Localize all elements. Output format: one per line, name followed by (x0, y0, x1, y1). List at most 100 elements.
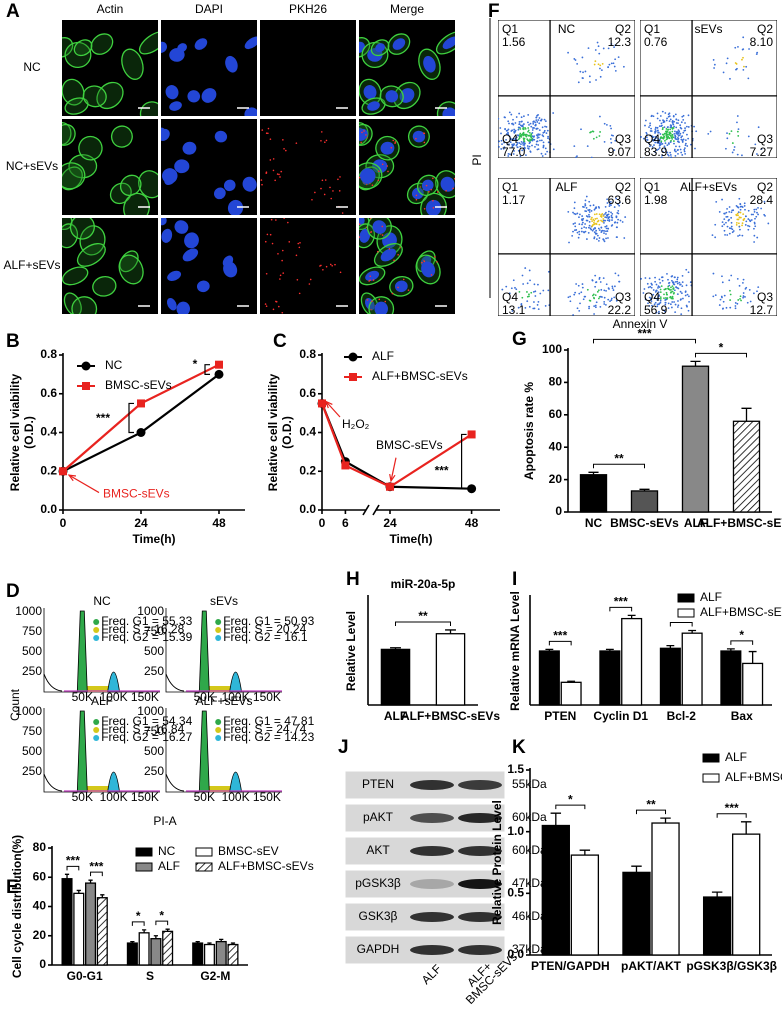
pkh26-dot (311, 198, 313, 201)
event-dot (663, 145, 666, 148)
event-dot (513, 150, 515, 152)
event-dot (507, 131, 509, 134)
event-dot (574, 291, 577, 294)
event-dot (525, 135, 528, 138)
event-dot (739, 216, 742, 219)
event-dot (690, 143, 692, 146)
event-dot (741, 48, 744, 51)
event-dot (595, 301, 598, 304)
event-dot (514, 122, 517, 124)
event-dot (623, 237, 626, 239)
freq-marker (93, 627, 100, 633)
event-dot (687, 137, 690, 140)
pkh26-dot (282, 139, 284, 141)
event-dot (587, 47, 590, 50)
event-dot (528, 134, 531, 137)
event-dot (659, 136, 662, 139)
event-dot (501, 143, 503, 146)
event-dot (592, 228, 595, 231)
event-dot (654, 138, 656, 140)
event-dot (596, 41, 599, 44)
error-bar (639, 488, 650, 491)
event-dot (649, 122, 652, 125)
y-tick-label: 1000 (137, 704, 164, 718)
event-dot (501, 288, 504, 291)
significance-bracket (635, 809, 667, 815)
column-header: Merge (390, 2, 424, 16)
event-dot (508, 143, 510, 146)
blot-band (410, 879, 454, 889)
legend-swatch (702, 773, 720, 783)
pkh26-dot (331, 264, 333, 267)
event-dot (657, 297, 660, 300)
event-dot (584, 230, 587, 233)
event-dot (530, 291, 533, 294)
event-dot (673, 142, 675, 145)
event-dot (577, 236, 580, 239)
quadrant-label: Q3 (757, 290, 773, 304)
event-dot (586, 288, 589, 291)
event-dot (671, 295, 674, 298)
event-dot (608, 63, 611, 66)
bar (162, 930, 174, 966)
actin-cell (110, 125, 133, 148)
event-dot (574, 222, 576, 225)
event-dot (538, 133, 541, 136)
event-dot (672, 140, 675, 142)
x-tick-label: 24 (383, 516, 397, 530)
nucleus (392, 38, 406, 50)
event-dot (513, 143, 515, 146)
significance-label: * (159, 908, 164, 922)
event-dot (661, 128, 664, 131)
event-dot (601, 220, 604, 223)
event-dot (733, 149, 735, 151)
nucleus (442, 36, 455, 50)
bar (227, 943, 239, 966)
event-dot (547, 141, 550, 144)
y-axis-label: (O.D.) (280, 416, 294, 449)
event-dot (575, 229, 578, 231)
y-tick-label: 250 (144, 664, 164, 678)
pkh26-dot (432, 177, 434, 180)
event-dot (606, 219, 609, 222)
event-dot (655, 289, 658, 292)
actin-cell (62, 37, 74, 58)
x-tick-label: 0 (60, 516, 67, 530)
event-dot (516, 143, 518, 146)
quadrant-label: Q1 (644, 22, 660, 36)
pkh26-dot (269, 138, 272, 140)
marker (467, 484, 477, 494)
event-dot (677, 138, 679, 141)
event-dot (673, 301, 675, 303)
event-dot (680, 307, 683, 310)
y-tick-label: 750 (22, 724, 42, 738)
error-bar (567, 680, 576, 683)
event-dot (671, 285, 674, 287)
event-dot (610, 62, 613, 65)
event-dot (656, 149, 658, 151)
event-dot (509, 153, 511, 156)
event-dot (531, 132, 534, 134)
event-dot (674, 130, 676, 133)
event-dot (609, 300, 611, 303)
significance-bracket (90, 871, 103, 877)
event-dot (660, 156, 663, 158)
pkh26-dot (430, 274, 433, 276)
event-dot (671, 119, 674, 122)
event-dot (683, 150, 686, 153)
event-dot (603, 140, 606, 143)
event-dot (517, 134, 520, 137)
event-dot (592, 137, 595, 140)
event-dot (552, 112, 555, 114)
freq-marker (93, 619, 100, 625)
event-dot (603, 122, 606, 125)
event-dot (728, 206, 731, 208)
event-dot (527, 121, 529, 124)
event-dot (518, 112, 521, 115)
event-dot (600, 288, 603, 291)
event-dot (718, 304, 721, 306)
event-dot (671, 138, 674, 140)
y-tick-label: 750 (22, 624, 42, 638)
bar (732, 420, 761, 513)
event-dot (675, 118, 678, 121)
